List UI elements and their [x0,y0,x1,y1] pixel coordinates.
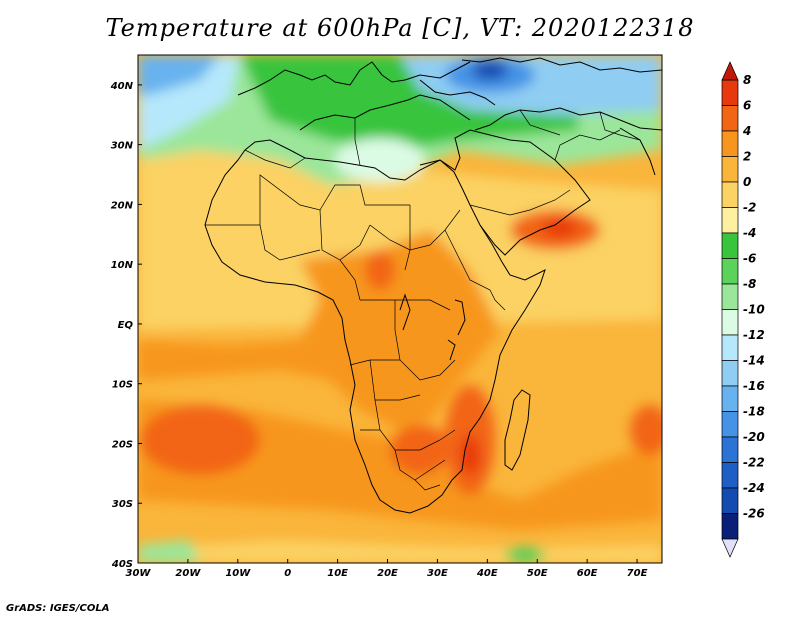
colorbar-label: -6 [743,252,756,266]
colorbar-label: 0 [743,175,751,189]
colorbar-label: -22 [743,456,765,470]
colorbar-box [721,309,739,336]
x-tick-label: 40E [476,568,498,579]
x-tick-label: 20E [377,568,398,579]
colorbar-box [721,283,739,310]
colorbar-box [721,258,739,285]
y-tick-label: 30S [112,499,133,510]
country-borders [205,109,641,491]
colorbar-box [721,130,739,157]
colorbar-label: -4 [743,226,756,240]
colorbar-top-arrow [721,61,739,81]
colorbar-label: -8 [743,277,756,291]
coastlines [204,57,662,514]
x-tick-label: 30W [126,568,152,579]
colorbar-label: 2 [743,150,751,164]
x-tick-label: 10E [327,568,348,579]
colorbar-box [721,156,739,183]
y-tick-label: 10N [111,260,134,271]
x-tick-label: 10W [225,568,251,579]
x-tick-label: 60E [577,568,598,579]
colorbar-label: -18 [743,405,765,419]
y-tick-label: 20S [112,439,133,450]
y-tick-label: 10S [112,380,133,391]
x-tick-label: 20W [175,568,201,579]
colorbar-box [721,385,739,412]
colorbar-box [721,360,739,387]
y-tick-label: 40N [110,81,134,92]
colorbar-box [721,334,739,361]
colorbar-label: -10 [743,303,765,317]
colorbar-label: -16 [743,379,765,393]
colorbar-label: -26 [743,507,765,521]
colorbar-label: -2 [743,201,756,215]
x-tick-label: 30E [427,568,448,579]
colorbar-labels: 8 6 4 2 0 -2 -4 -6 -8 -10 -12 -14 -16 -18 -20 -22 -24 -26 [742,73,765,521]
grads-credit: GrADS: IGES/COLA [6,603,110,614]
y-tick-label: 20N [111,200,134,211]
x-axis-ticks: 30W 20W 10W 0 10E 20E 30E 40E 50E 60E 70E [126,559,648,579]
colorbar-label: 4 [742,124,751,138]
colorbar-box [721,487,739,514]
y-tick-label: EQ [118,320,134,331]
colorbar-label: -20 [743,430,765,444]
colorbar-box [721,105,739,132]
colorbar-box [721,462,739,489]
colorbar-box [721,232,739,259]
colorbar-box [721,79,739,106]
x-tick-label: 50E [527,568,548,579]
y-tick-label: 30N [111,141,134,152]
colorbar-boxes [721,79,739,540]
colorbar-label: -12 [743,328,765,342]
map-frame [137,54,663,564]
colorbar-box [721,411,739,438]
colorbar-box [721,436,739,463]
colorbar-box [721,513,739,540]
colorbar-bottom-arrow [721,538,739,558]
colorbar-label: 6 [743,99,751,113]
x-tick-label: 0 [284,568,291,579]
y-tick-label: 40S [111,559,133,570]
colorbar-label: -24 [743,481,765,495]
chart-title: Temperature at 600hPa [C], VT: 202012231… [105,14,695,42]
colorbar-box [721,181,739,208]
temperature-field [138,55,662,563]
x-tick-label: 70E [627,568,648,579]
colorbar-label: -14 [743,354,765,368]
colorbar-label: 8 [743,73,751,87]
colorbar-box [721,207,739,234]
y-axis-ticks: 40N 30N 20N 10N EQ 10S 20S 30S 40S [110,81,142,570]
